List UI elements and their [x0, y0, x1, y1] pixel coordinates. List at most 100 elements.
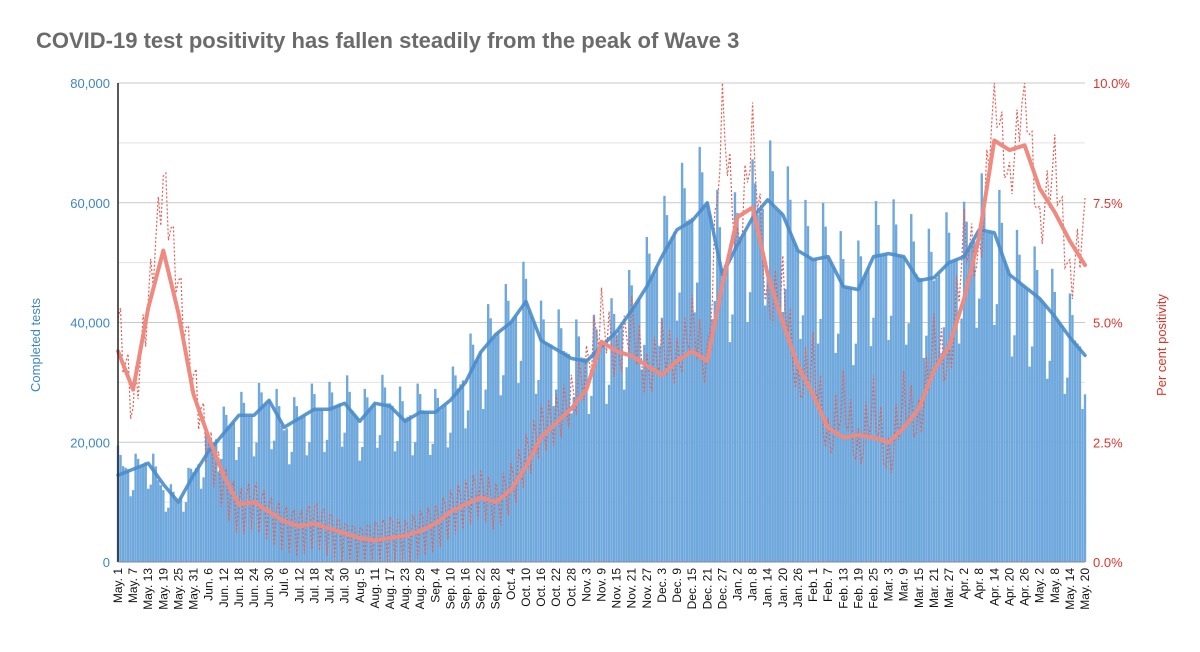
bar: [418, 394, 422, 562]
bar: [557, 309, 560, 562]
bar: [288, 464, 291, 562]
bar: [492, 337, 495, 562]
bar: [988, 232, 991, 562]
x-tick-label: Sep. 16: [459, 568, 473, 610]
bar: [461, 380, 465, 562]
bar: [514, 316, 518, 562]
bar: [869, 346, 873, 562]
x-tick-label: Mar. 27: [942, 568, 956, 608]
bar: [524, 278, 528, 562]
bar: [265, 402, 268, 562]
x-tick-label: Dec. 27: [715, 568, 729, 610]
bar: [157, 480, 160, 562]
bar: [713, 300, 717, 562]
bar: [690, 217, 694, 562]
bar: [801, 315, 805, 562]
bar: [741, 236, 744, 562]
bar: [708, 213, 711, 562]
bar: [602, 344, 606, 562]
bar: [209, 445, 213, 562]
bar: [638, 298, 641, 562]
bar: [149, 484, 152, 562]
bar: [215, 439, 218, 562]
right-tick-label: 2.5%: [1093, 435, 1123, 450]
bar: [607, 384, 611, 562]
bar: [592, 314, 596, 562]
left-tick-label: 0: [103, 555, 110, 570]
bar: [270, 449, 273, 562]
bar: [497, 332, 500, 562]
bar: [796, 250, 800, 562]
bar: [716, 189, 719, 562]
x-tick-label: Jan. 2: [731, 568, 745, 601]
bar: [567, 353, 570, 562]
bar: [920, 278, 923, 562]
bar: [260, 392, 263, 562]
bar: [615, 334, 618, 562]
x-tick-label: Jan. 26: [791, 568, 805, 608]
bar: [633, 306, 636, 562]
x-tick-label: May. 19: [156, 568, 170, 610]
bar: [451, 366, 455, 562]
bar: [139, 466, 142, 562]
x-tick-label: Apr. 26: [1018, 568, 1032, 606]
bar: [119, 454, 122, 562]
x-tick-label: Mar. 21: [927, 568, 941, 608]
bar: [303, 415, 306, 562]
bar: [794, 244, 797, 562]
bar: [746, 322, 749, 562]
bar: [711, 319, 714, 562]
bar: [413, 442, 417, 562]
bar: [277, 406, 281, 562]
x-tick-label: Aug. 29: [413, 568, 427, 610]
bar: [182, 511, 185, 562]
bar: [328, 381, 331, 562]
bar: [272, 440, 276, 562]
bar: [502, 375, 505, 562]
bar: [748, 292, 752, 562]
bar: [791, 238, 795, 563]
bar: [129, 496, 132, 562]
bar: [172, 491, 175, 562]
x-tick-label: Aug. 5: [353, 568, 367, 603]
bar: [917, 277, 920, 562]
bar: [824, 226, 827, 563]
bar: [225, 414, 228, 562]
x-tick-label: May. 25: [171, 568, 185, 610]
x-tick-label: Oct. 28: [564, 568, 578, 607]
bar: [464, 428, 467, 562]
bar: [648, 253, 651, 563]
bar: [947, 232, 951, 562]
bar: [393, 451, 397, 562]
bar: [154, 466, 157, 562]
bar: [363, 388, 366, 562]
bar: [670, 236, 674, 562]
bar: [159, 485, 163, 562]
x-tick-label: Oct. 4: [504, 568, 518, 600]
bar: [310, 383, 314, 562]
bar: [628, 269, 631, 562]
bar: [957, 343, 961, 562]
bar: [1076, 343, 1079, 562]
bar: [937, 274, 941, 562]
bar: [544, 342, 548, 562]
bar: [489, 318, 492, 562]
bar: [899, 256, 903, 562]
bar: [388, 403, 392, 562]
x-tick-label: Oct. 22: [549, 568, 563, 607]
bar: [930, 251, 933, 562]
bar: [650, 276, 654, 562]
bar: [1018, 254, 1021, 562]
x-axis-ticks: May. 1 May. 7 May. 13 May. 19 May. 25 May. 31…: [111, 568, 1092, 610]
bar: [769, 140, 772, 563]
bar: [439, 410, 442, 562]
line-positivity-average: [116, 138, 1087, 543]
bar: [177, 502, 180, 562]
right-tick-label: 10.0%: [1093, 76, 1130, 91]
bar: [565, 352, 568, 562]
bar: [293, 397, 296, 562]
bar: [799, 338, 802, 562]
bar: [1005, 267, 1009, 562]
bar: [424, 411, 427, 562]
bar: [1035, 270, 1039, 562]
